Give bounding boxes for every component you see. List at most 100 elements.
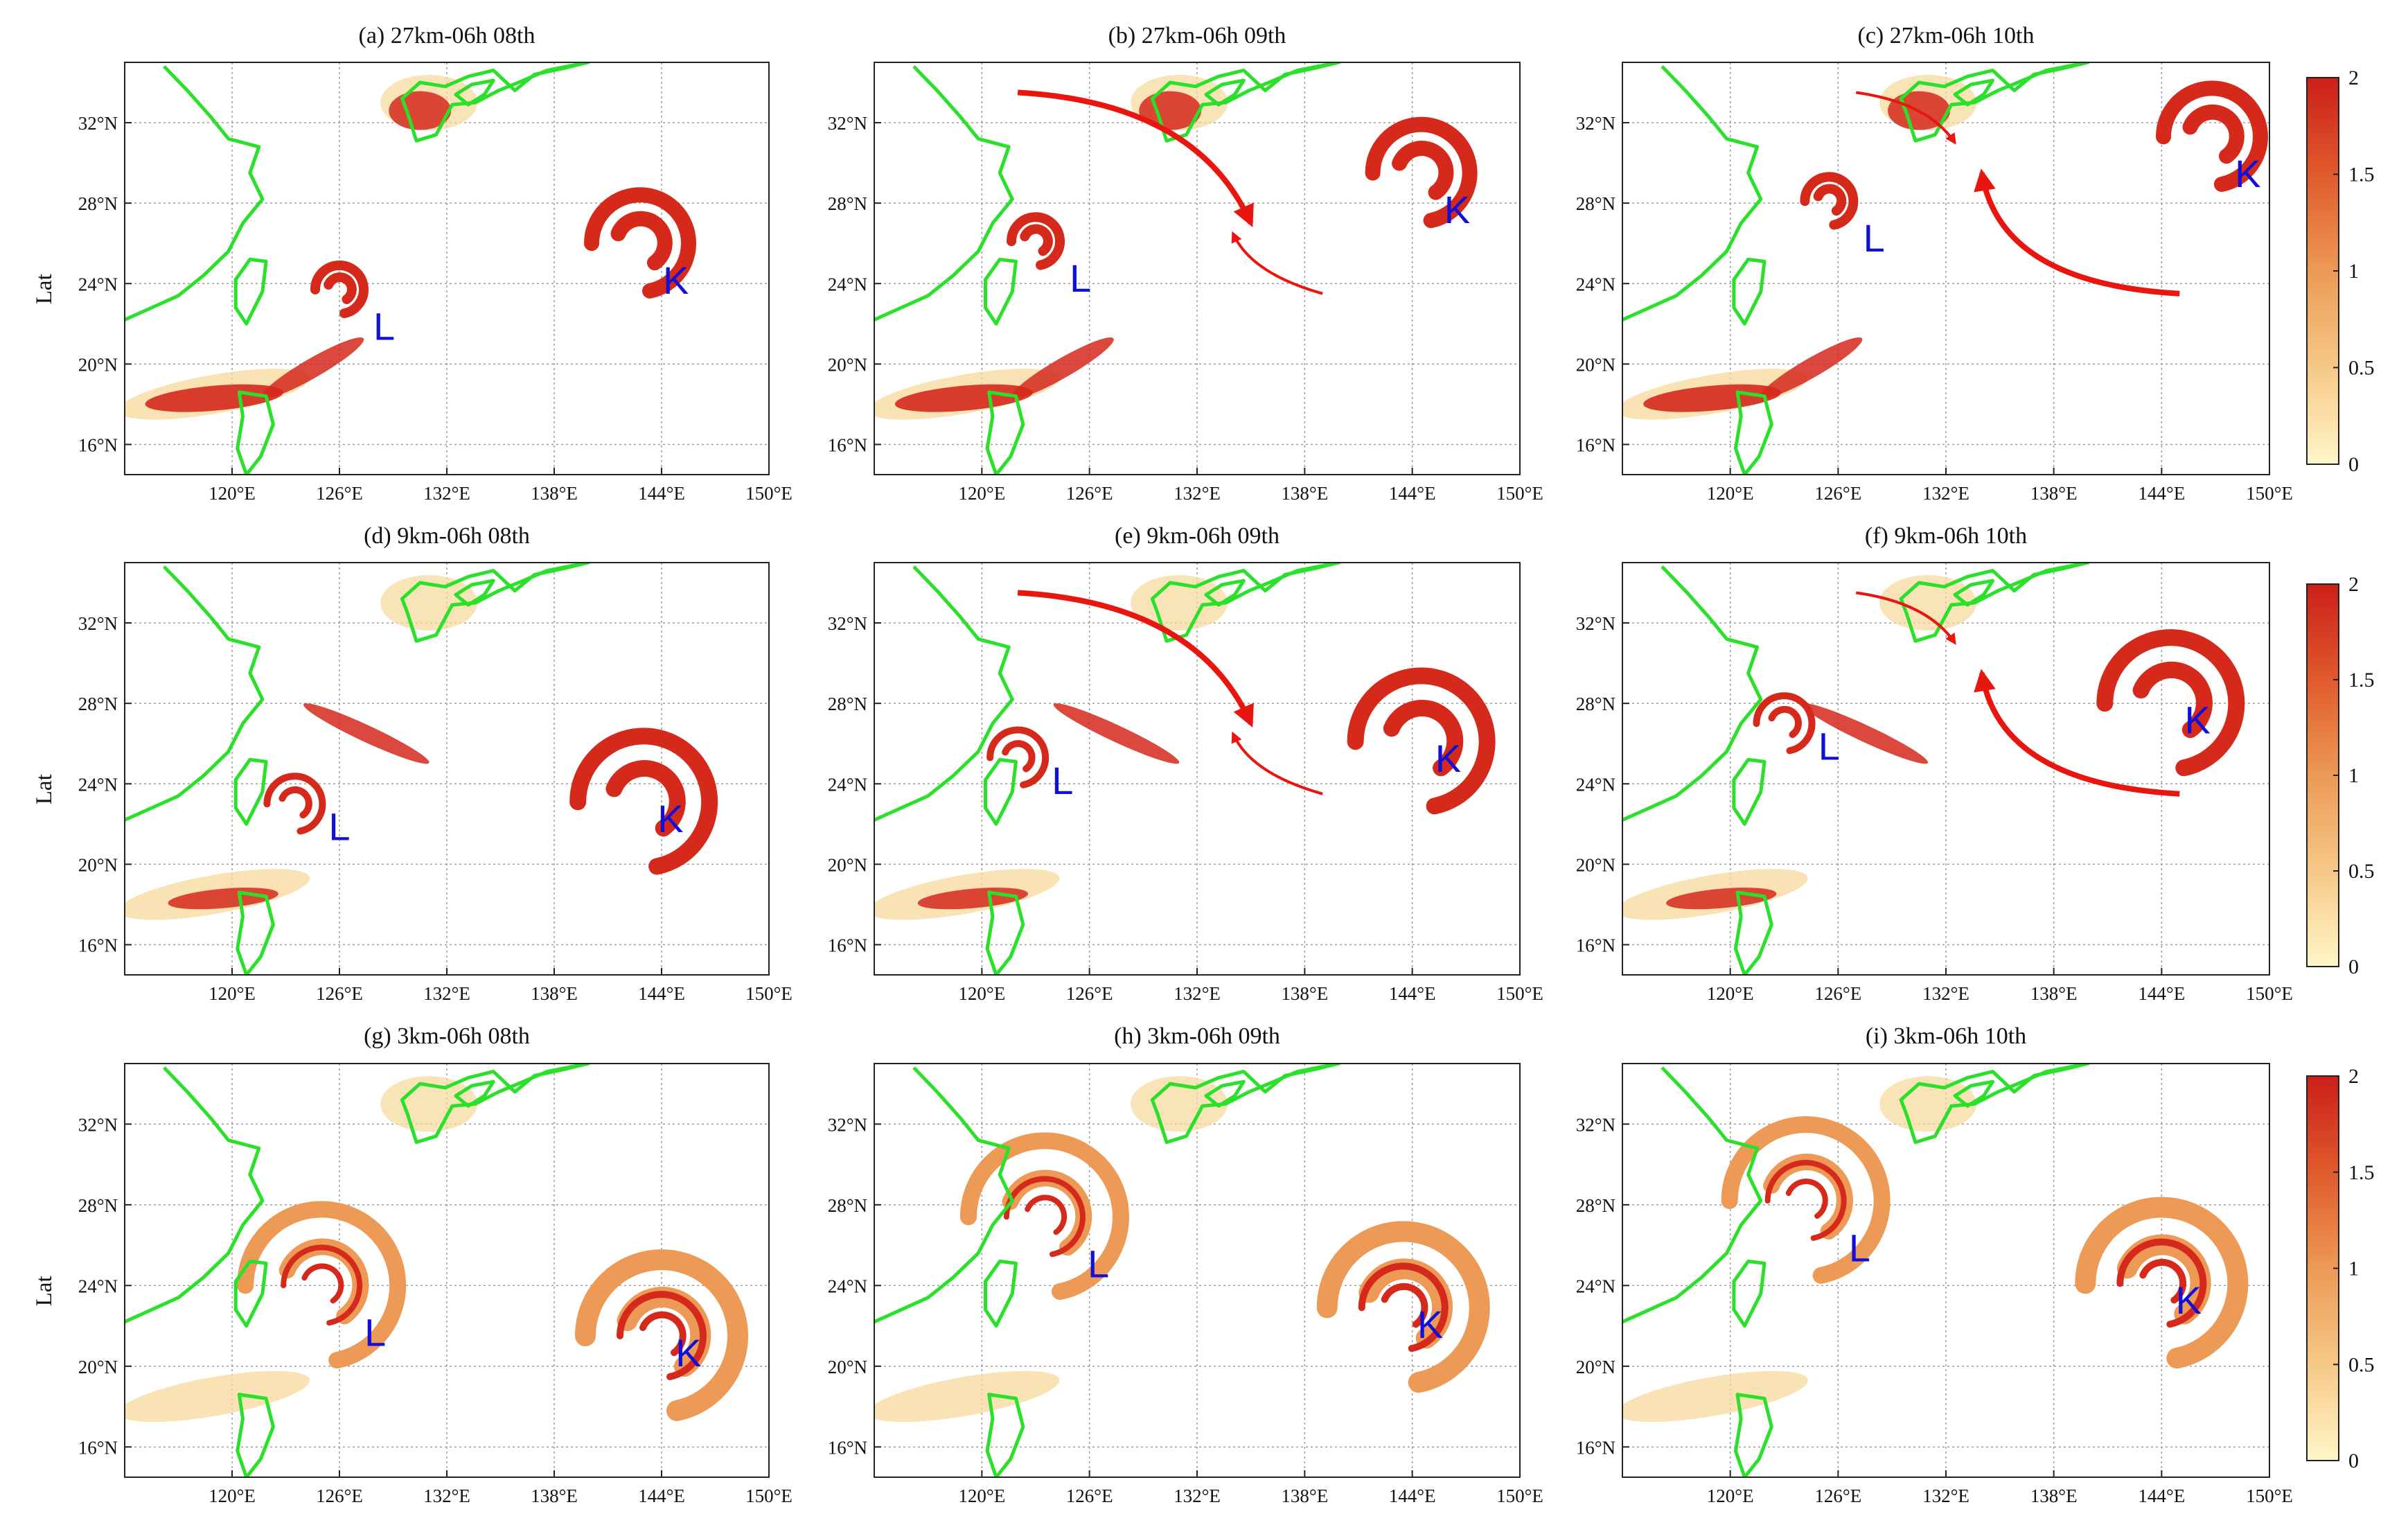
interaction-arrow xyxy=(1231,731,1323,795)
y-tick-label: 28°N xyxy=(828,694,867,714)
coastline-luzon xyxy=(985,890,1025,975)
field-spiral xyxy=(1003,1176,1086,1258)
panel-e: L K 120°E 126°E 132°E 138°E 144°E 150°E 16°N 20°N… xyxy=(828,523,1543,1004)
y-tick-label: 24°N xyxy=(1576,774,1615,795)
x-tick-label: 120°E xyxy=(1707,1486,1754,1506)
panel-h: L K 120°E 126°E 132°E 138°E 144°E 150°E 16°N 20°N… xyxy=(828,1023,1543,1506)
field-spiral xyxy=(1365,116,1478,229)
coastline-shikoku xyxy=(1204,78,1246,107)
coastline-taiwan xyxy=(233,257,268,326)
y-tick-label: 28°N xyxy=(78,1195,118,1216)
y-tick-label: 24°N xyxy=(78,774,118,795)
coastline-japan xyxy=(1150,62,1342,143)
storm-label-l: L xyxy=(328,805,350,849)
field-spiral xyxy=(1800,172,1859,230)
x-tick-label: 132°E xyxy=(423,983,470,1004)
storm-label-k: K xyxy=(2176,1278,2202,1322)
x-tick-label: 132°E xyxy=(1174,983,1221,1004)
coastline-shikoku xyxy=(454,579,495,607)
coastline-shikoku xyxy=(454,78,495,107)
x-tick-label: 150°E xyxy=(2246,483,2293,504)
y-tick-label: 28°N xyxy=(78,193,118,214)
coastline-taiwan xyxy=(233,1259,268,1328)
y-tick-label: 32°N xyxy=(78,113,118,134)
y-tick-label: 20°N xyxy=(1576,1357,1615,1377)
colorbar-tick-label: 2 xyxy=(2348,67,2359,89)
field-band xyxy=(1131,575,1228,631)
coastline-japan xyxy=(400,1064,592,1145)
y-axis-label: Lat xyxy=(32,274,57,304)
storm-label-l: L xyxy=(373,305,395,349)
field-spiral xyxy=(2096,629,2245,777)
coastline-shikoku xyxy=(1953,1079,1994,1108)
x-tick-label: 138°E xyxy=(1281,483,1328,504)
field-band xyxy=(1131,1076,1228,1132)
coastline-japan xyxy=(400,62,592,143)
storm-label-l: L xyxy=(364,1311,386,1355)
field-band xyxy=(1053,703,1180,764)
x-tick-label: 144°E xyxy=(1389,1486,1436,1506)
field-spiral xyxy=(310,261,369,319)
storm-label-l: L xyxy=(1052,759,1073,802)
panel-b: L K 120°E 126°E 132°E 138°E 144°E 150°E 16°N 20°N… xyxy=(828,23,1543,504)
y-tick-label: 20°N xyxy=(78,354,118,375)
interaction-arrow xyxy=(1017,590,1254,728)
field-band xyxy=(1879,1076,1977,1132)
colorbar: 0 0.5 1 1.5 2 xyxy=(2306,67,2375,476)
field-spiral xyxy=(2116,1238,2207,1328)
y-tick-label: 16°N xyxy=(828,434,867,455)
colorbar-tick-label: 2 xyxy=(2348,1065,2359,1088)
x-tick-label: 150°E xyxy=(745,983,793,1004)
coastline-taiwan xyxy=(984,757,1018,826)
x-tick-label: 126°E xyxy=(1814,483,1861,504)
field-layer xyxy=(1622,563,2269,975)
coastline-china xyxy=(125,1066,265,1324)
panel-title: (b) 27km-06h 09th xyxy=(1108,23,1286,49)
storm-label-l: L xyxy=(1863,216,1885,260)
coastline-luzon xyxy=(236,890,275,975)
x-tick-label: 138°E xyxy=(531,483,578,504)
x-tick-label: 132°E xyxy=(1922,483,1969,504)
panel-title: (d) 9km-06h 08th xyxy=(364,523,530,549)
coastline-shikoku xyxy=(1953,78,1994,107)
field-spiral xyxy=(1358,1262,1449,1352)
field-spiral xyxy=(569,728,718,875)
coastline-china xyxy=(874,65,1014,321)
colorbar-tick-label: 1.5 xyxy=(2348,669,2375,691)
colorbar: 0 0.5 1 1.5 2 xyxy=(2306,1065,2375,1472)
coastline-taiwan xyxy=(984,1259,1018,1328)
storm-label-l: L xyxy=(1070,256,1091,300)
coastline-taiwan xyxy=(1732,757,1767,826)
coastline-china xyxy=(874,565,1014,822)
colorbar-tick-label: 1 xyxy=(2348,1258,2359,1280)
coastline-japan xyxy=(1899,563,2091,643)
field-spiral xyxy=(584,187,696,299)
storm-label-k: K xyxy=(657,797,683,840)
y-tick-label: 20°N xyxy=(828,354,867,375)
coastline-japan xyxy=(1899,1064,2091,1145)
x-tick-label: 138°E xyxy=(531,983,578,1004)
panel-a: L K 120°E 126°E 132°E 138°E 144°E 150°E 16°N 20°N… xyxy=(32,23,793,504)
x-tick-label: 132°E xyxy=(1922,983,1969,1004)
field-spiral xyxy=(1347,667,1496,815)
panel-i: L K 120°E 126°E 132°E 138°E 144°E 150°E 16°N 20°N… xyxy=(1576,1023,2293,1506)
panels-layer: L K 120°E 126°E 132°E 138°E 144°E 150°E 16°N 20°N… xyxy=(32,23,2293,1506)
x-tick-label: 132°E xyxy=(1174,483,1221,504)
panel-c: L K 120°E 126°E 132°E 138°E 144°E 150°E 16°N 20°N… xyxy=(1576,23,2293,504)
y-tick-label: 32°N xyxy=(78,1114,118,1135)
x-tick-label: 138°E xyxy=(1281,1486,1328,1506)
coastline-taiwan xyxy=(1732,1259,1767,1328)
y-axis-label: Lat xyxy=(32,774,57,804)
colorbars-layer: 0 0.5 1 1.5 2 0 0.5 1 1.5 2 0 0.5 1 1.5 2 xyxy=(2306,67,2375,1472)
y-tick-label: 28°N xyxy=(1576,1195,1615,1216)
y-tick-label: 16°N xyxy=(78,1437,118,1458)
field-band xyxy=(874,1370,1060,1422)
y-tick-label: 16°N xyxy=(828,935,867,955)
x-tick-label: 126°E xyxy=(1814,983,1861,1004)
x-tick-label: 120°E xyxy=(958,483,1005,504)
interaction-arrow xyxy=(1856,591,1956,645)
panel-title: (h) 3km-06h 09th xyxy=(1114,1023,1280,1049)
coastline-japan xyxy=(1150,563,1342,643)
panel-title: (g) 3km-06h 08th xyxy=(364,1023,530,1049)
coastline-taiwan xyxy=(233,757,268,826)
